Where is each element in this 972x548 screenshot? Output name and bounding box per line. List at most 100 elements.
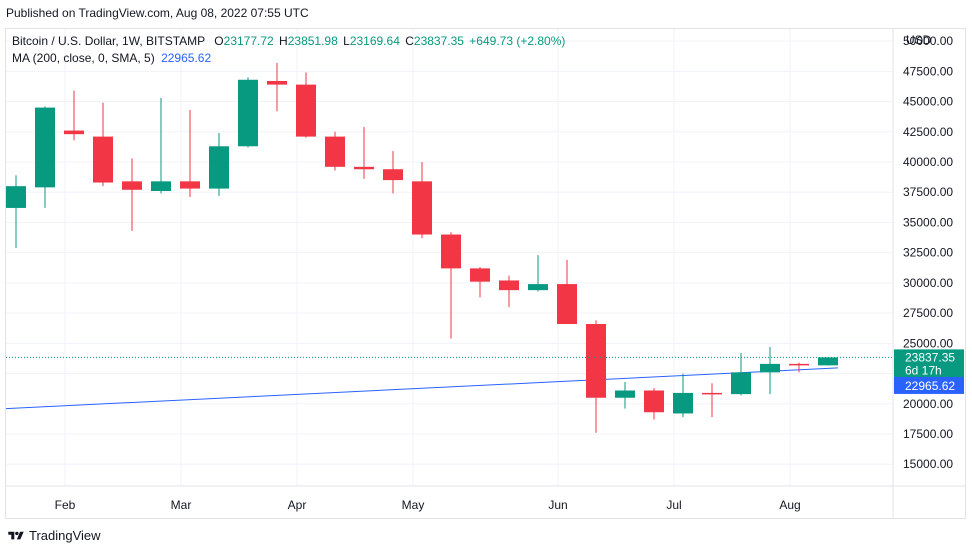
candle-body	[557, 284, 577, 324]
low-value: 23169.64	[349, 34, 400, 48]
ohlc-legend: Bitcoin / U.S. Dollar, 1W, BITSTAMP O231…	[12, 34, 565, 48]
candle-body	[702, 392, 722, 395]
candle	[557, 259, 577, 324]
y-tick-label: 30000.00	[903, 276, 953, 290]
candle	[499, 275, 519, 308]
tradingview-logo-icon	[8, 531, 24, 539]
y-tick-label: 25000.00	[903, 336, 953, 350]
candle	[122, 158, 142, 231]
candle-body	[499, 280, 519, 291]
candle	[441, 232, 461, 339]
candle	[644, 388, 664, 420]
candle	[64, 90, 84, 141]
candle-body	[180, 181, 200, 189]
candle-body	[64, 130, 84, 135]
candle-body	[325, 136, 345, 167]
candle-body	[151, 181, 171, 192]
candle	[93, 102, 113, 187]
candle-body	[644, 390, 664, 413]
candle-body	[789, 363, 809, 366]
candle	[615, 382, 635, 409]
y-tick-label: 47500.00	[903, 64, 953, 78]
price-tag-value: 23837.35	[905, 350, 955, 364]
candle-body	[412, 181, 432, 235]
x-tick-label: Jun	[548, 498, 567, 512]
ma-label[interactable]: MA (200, close, 0, SMA, 5)	[12, 51, 155, 65]
currency-label: USD	[906, 33, 932, 47]
candle	[151, 97, 171, 194]
footer-brand[interactable]: TradingView	[8, 528, 101, 543]
candle-body	[93, 136, 113, 183]
change-value: +649.73 (+2.80%)	[469, 34, 566, 48]
price-tag-countdown: 6d 17h	[905, 363, 942, 377]
candle-body	[586, 323, 606, 398]
candle	[238, 77, 258, 148]
candle-layer	[6, 62, 838, 433]
y-tick-label: 15000.00	[903, 457, 953, 471]
ma-line	[5, 367, 839, 410]
candle-body	[470, 268, 490, 282]
grid-layer	[6, 29, 893, 486]
ma-layer	[5, 367, 839, 410]
candle-body	[615, 390, 635, 398]
close-value: 23837.35	[413, 34, 464, 48]
candle	[354, 126, 374, 179]
candle-body	[209, 146, 229, 189]
candle	[35, 106, 55, 208]
ma-tag-bg	[894, 376, 964, 394]
symbol-title[interactable]: Bitcoin / U.S. Dollar, 1W, BITSTAMP	[12, 34, 205, 48]
candle-body	[528, 284, 548, 291]
ma-tag-value: 22965.62	[905, 379, 955, 393]
y-tick-label: 40000.00	[903, 155, 953, 169]
y-tick-label: 45000.00	[903, 95, 953, 109]
x-tick-label: Jul	[666, 498, 681, 512]
ma-legend: MA (200, close, 0, SMA, 5) 22965.62	[12, 51, 211, 65]
candle	[673, 373, 693, 418]
x-tick-label: May	[402, 498, 425, 512]
x-tick-label: Mar	[171, 498, 192, 512]
high-label: H	[279, 34, 288, 48]
candle-body	[673, 392, 693, 414]
y-tick-label: 50000.00	[903, 34, 953, 48]
ma-value: 22965.62	[161, 51, 212, 65]
x-tick-label: Apr	[288, 498, 307, 512]
axis-layer: 15000.0017500.0020000.0022500.0025000.00…	[6, 29, 966, 519]
y-tick-label: 17500.00	[903, 427, 953, 441]
x-tick-label: Aug	[779, 498, 800, 512]
low-label: L	[343, 34, 350, 48]
candle-body	[122, 181, 142, 190]
y-tick-label: 32500.00	[903, 246, 953, 260]
close-label: C	[405, 34, 414, 48]
y-tick-label: 35000.00	[903, 215, 953, 229]
candle-body	[354, 166, 374, 170]
candle	[383, 151, 403, 194]
candle	[209, 132, 229, 196]
candle	[818, 357, 838, 366]
x-tick-label: Feb	[55, 498, 76, 512]
price-tag-bg	[894, 349, 964, 378]
candle-body	[296, 84, 316, 137]
y-tick-label: 42500.00	[903, 125, 953, 139]
candle	[296, 72, 316, 138]
candle-body	[238, 79, 258, 147]
y-tick-label: 27500.00	[903, 306, 953, 320]
candle	[528, 255, 548, 292]
chart-frame[interactable]	[5, 28, 966, 519]
candle	[760, 346, 780, 395]
candle-body	[6, 186, 26, 208]
y-tick-label: 20000.00	[903, 397, 953, 411]
high-value: 23851.98	[287, 34, 338, 48]
candle	[6, 175, 26, 248]
candle-body	[383, 169, 403, 181]
candle-body	[35, 107, 55, 188]
candle	[789, 362, 809, 373]
candle	[267, 62, 287, 112]
candle	[412, 161, 432, 239]
candle	[180, 110, 200, 198]
candle-body	[267, 80, 287, 85]
candle-body	[818, 357, 838, 366]
candle-body	[441, 234, 461, 269]
y-tick-label: 37500.00	[903, 185, 953, 199]
